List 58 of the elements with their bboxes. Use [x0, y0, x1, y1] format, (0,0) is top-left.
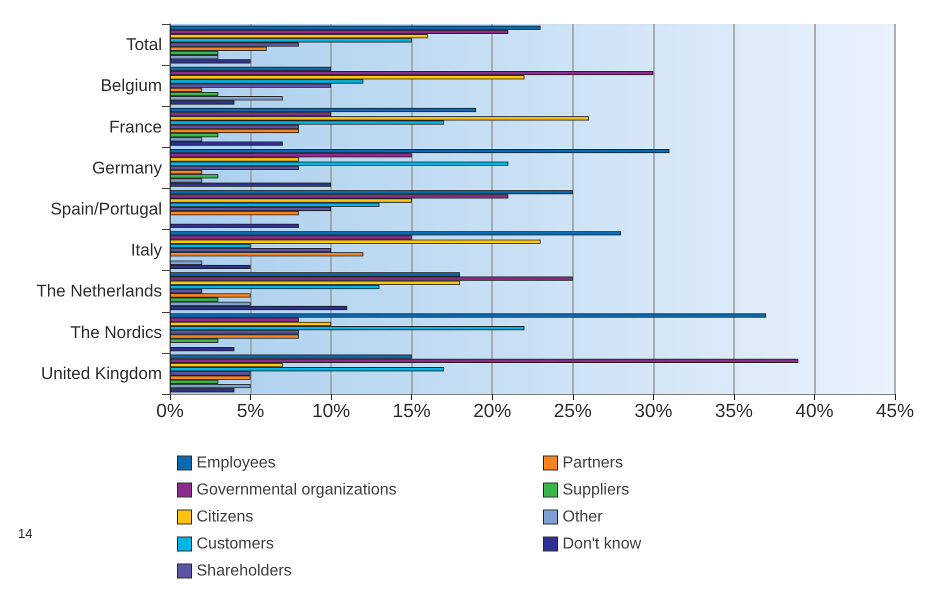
bar: [170, 108, 476, 112]
bar: [170, 116, 589, 120]
x-tick-label: 20%: [473, 401, 512, 422]
legend-label: Governmental organizations: [196, 482, 397, 498]
x-tick-label: 5%: [236, 401, 264, 422]
bar: [170, 26, 541, 30]
bar: [170, 174, 218, 178]
x-tick-label: 30%: [634, 401, 672, 422]
bar: [170, 334, 299, 339]
y-tick-label: Belgium: [100, 76, 162, 96]
bar: [170, 367, 444, 372]
text: 14: [18, 526, 32, 541]
y-tick-label: Germany: [92, 158, 162, 178]
x-tick-label: 35%: [714, 401, 754, 422]
x-tick-label: 10%: [312, 401, 350, 422]
y-tick-label: United Kingdom: [41, 364, 162, 383]
bar: [170, 141, 283, 146]
bar: [170, 276, 573, 281]
bar: [170, 306, 348, 310]
x-tick-label: 45%: [876, 401, 914, 422]
bar: [170, 384, 251, 388]
y-tick-label: The Nordics: [70, 322, 162, 342]
x-tick-label: 15%: [392, 401, 431, 422]
legend-label: Employees: [196, 454, 276, 472]
legend-label: Customers: [196, 536, 274, 552]
y-tick-label: Total: [126, 35, 162, 54]
bar: [170, 231, 622, 236]
y-tick-label: The Netherlands: [36, 282, 162, 301]
bar: [170, 326, 524, 330]
legend-label: Citizens: [196, 508, 254, 526]
bar: [170, 59, 251, 64]
y-tick-label: Italy: [130, 240, 162, 260]
bar: [170, 240, 541, 244]
bar: [170, 293, 251, 298]
x-tick-label: 25%: [554, 401, 592, 422]
x-tick-label: 0%: [156, 401, 184, 422]
bar: [170, 376, 251, 380]
bar: [170, 70, 654, 76]
bar: [170, 252, 364, 256]
bar: [170, 224, 299, 228]
bar: [170, 264, 251, 270]
bar: [170, 313, 766, 318]
bar: [170, 162, 508, 166]
bar: [170, 182, 332, 187]
legend-label: Suppliers: [562, 482, 630, 498]
bar: [170, 347, 234, 352]
y-tick-label: Spain/Portugal: [50, 200, 162, 218]
bar: [170, 358, 798, 363]
legend-label: Don't know: [562, 536, 642, 552]
bar: [170, 128, 299, 134]
legend-label: Other: [562, 508, 604, 526]
legend-label: Shareholders: [196, 562, 292, 580]
y-tick-label: France: [109, 117, 162, 136]
x-tick-label: 40%: [795, 401, 834, 422]
bar: [170, 190, 573, 194]
legend-label: Partners: [562, 454, 623, 472]
bar: [170, 96, 283, 100]
bar: [170, 148, 670, 154]
